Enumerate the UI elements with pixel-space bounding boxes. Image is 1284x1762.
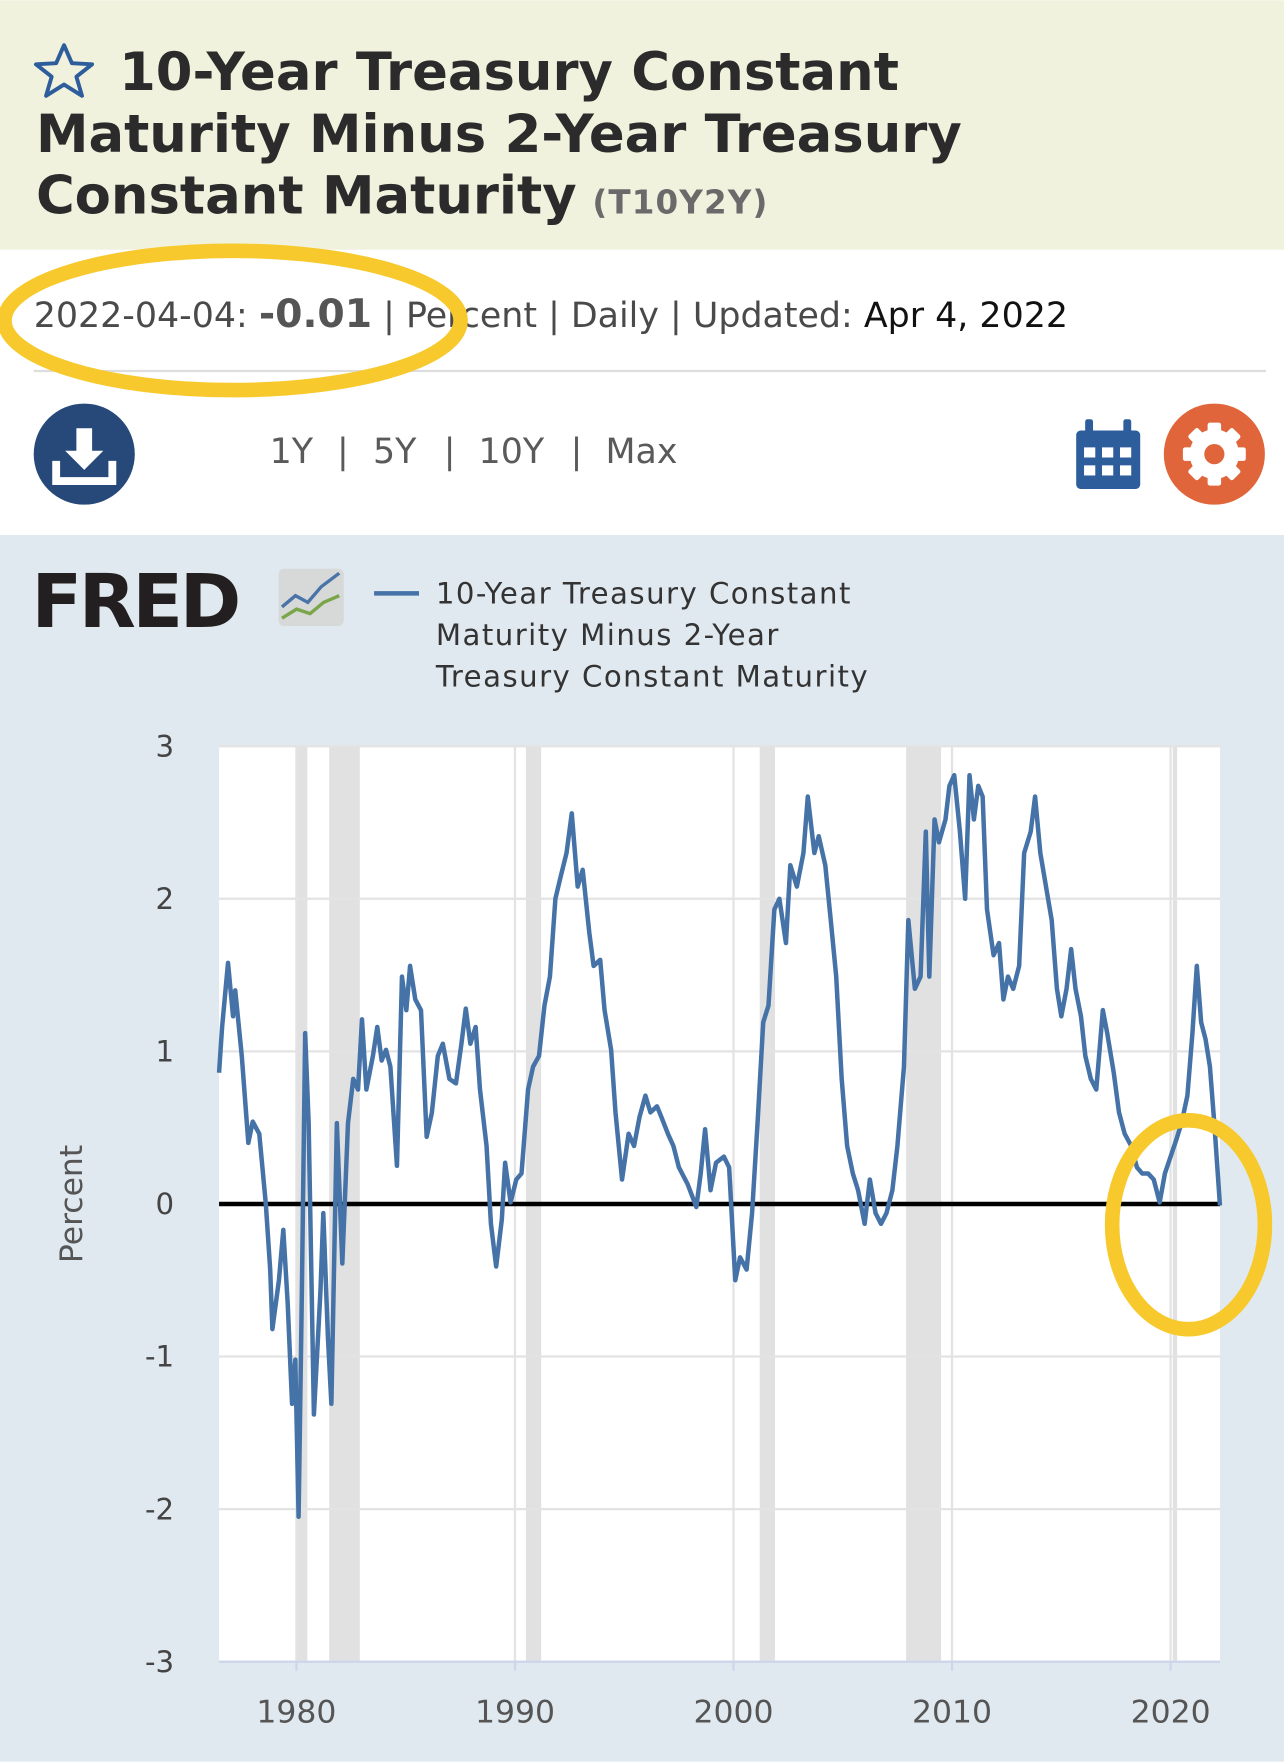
y-tick-label: -2 <box>145 1492 174 1526</box>
range-option[interactable]: 1Y <box>270 432 314 472</box>
highlight-ellipse <box>0 243 468 398</box>
units: Percent <box>406 296 537 336</box>
fred-logo: FRED <box>31 559 237 645</box>
range-selector: 1Y | 5Y | 10Y | Max <box>270 432 678 472</box>
calendar-grid <box>1084 447 1132 476</box>
range-option[interactable]: Max <box>605 432 677 472</box>
separator: | <box>670 296 682 336</box>
y-tick-label: -3 <box>145 1645 174 1679</box>
series-line <box>216 772 1223 1520</box>
series-ticker: (T10Y2Y) <box>592 184 768 222</box>
range-option[interactable]: 10Y <box>479 432 545 472</box>
separator: | <box>548 296 560 336</box>
download-arrow <box>65 428 104 470</box>
frequency: Daily <box>571 296 659 336</box>
updated-date: Apr 4, 2022 <box>864 296 1068 336</box>
series-title: 10-Year Treasury Constant Maturity Minus … <box>36 42 962 227</box>
x-tick-label: 2000 <box>693 1694 773 1730</box>
calendar-button[interactable] <box>1076 419 1141 489</box>
download-button[interactable] <box>33 403 135 505</box>
settings-button[interactable] <box>1163 403 1265 505</box>
y-tick-label: 3 <box>156 729 175 763</box>
chart: -3 -2 -1 0 1 2 3 1980 1990 2000 2010 2020 Percent <box>54 729 1223 1730</box>
x-tick-label: 1980 <box>256 1694 336 1730</box>
range-separator: | <box>444 432 456 472</box>
x-tick-label: 2020 <box>1131 1694 1211 1730</box>
gear-hole <box>1204 444 1225 465</box>
range-separator: | <box>337 432 349 472</box>
calendar-ring <box>1123 419 1132 436</box>
y-tick-label: 1 <box>156 1034 175 1068</box>
logo-icon-line <box>280 571 341 609</box>
y-axis-label: Percent <box>54 1145 90 1263</box>
highlight-ellipse <box>1104 1112 1273 1337</box>
meta-line: 2022-04-04: -0.01 | Percent | Daily | Up… <box>34 292 1068 337</box>
header-bg <box>0 0 1284 250</box>
favorite-star[interactable] <box>33 43 95 98</box>
calendar-body <box>1076 430 1141 489</box>
obs-date: 2022-04-04: <box>34 296 248 336</box>
x-tick-label: 1990 <box>475 1694 555 1730</box>
fred-logo-icon <box>278 568 344 626</box>
obs-value: -0.01 <box>259 292 372 337</box>
logo-icon-line <box>281 594 340 620</box>
y-tick-label: 0 <box>156 1187 175 1221</box>
updated-label: Updated: <box>693 296 853 336</box>
range-separator: | <box>571 432 583 472</box>
y-tick-label: -1 <box>145 1340 174 1374</box>
legend-label: 10-Year Treasury Constant Maturity Minus … <box>435 577 869 694</box>
x-tick-label: 2010 <box>912 1694 992 1730</box>
range-option[interactable]: 5Y <box>373 432 417 472</box>
separator: | <box>383 296 395 336</box>
download-tray <box>52 460 117 486</box>
y-tick-label: 2 <box>156 882 175 916</box>
calendar-ring <box>1085 419 1094 436</box>
